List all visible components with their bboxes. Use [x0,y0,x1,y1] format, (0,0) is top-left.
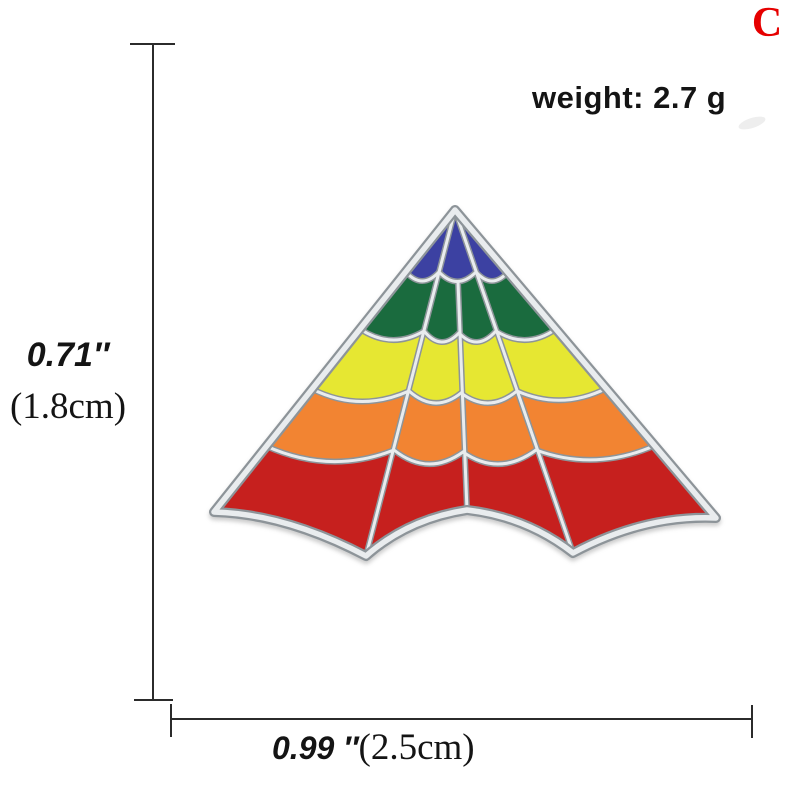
width-label-cm: (2.5cm) [358,727,475,768]
width-dimension-line [172,718,752,720]
web-band-blue [214,210,716,556]
height-dimension-cap-bottom [134,699,173,701]
height-dimension-line [152,45,154,699]
height-dimension-cap-top [130,43,175,45]
height-label-inches: 0.71″ [26,336,110,374]
web-threads [263,210,659,556]
corner-label: C [751,0,783,46]
pin-body [209,205,721,561]
width-dimension-labels: 0.99 ″(2.5cm) [272,726,475,769]
height-dimension-labels: 0.71″ (1.8cm) [0,338,136,425]
weight-label: weight: 2.7 g [532,80,727,115]
photo-smudge [737,113,767,133]
width-label-inches: 0.99 ″ [272,730,359,766]
width-dimension-tick-left [170,704,172,737]
width-dimension-tick-right [751,705,753,738]
height-label-cm: (1.8cm) [9,386,127,427]
pin-rim [209,205,721,561]
